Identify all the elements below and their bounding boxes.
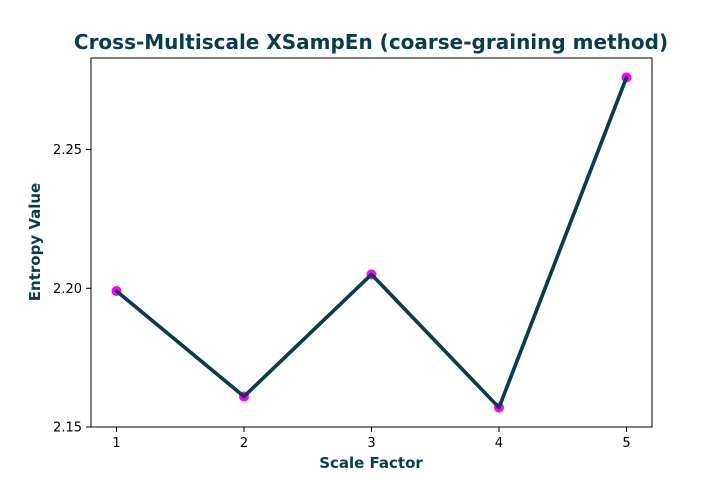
y-axis: 2.15 2.20 2.25 xyxy=(53,143,91,436)
x-axis: 1 2 3 4 5 xyxy=(112,427,631,451)
y-tick-label: 2.15 xyxy=(53,421,82,436)
series-group xyxy=(111,72,632,413)
x-tick-label: 5 xyxy=(622,436,630,451)
y-tick-label: 2.25 xyxy=(53,143,82,158)
x-tick-label: 3 xyxy=(367,436,375,451)
x-tick-label: 2 xyxy=(240,436,248,451)
x-tick-label: 1 xyxy=(112,436,120,451)
chart-title: Cross-Multiscale XSampEn (coarse-grainin… xyxy=(74,30,668,54)
y-axis-label: Entropy Value xyxy=(26,183,44,301)
plot-area xyxy=(90,57,653,428)
y-tick-label: 2.20 xyxy=(53,282,82,297)
series-line-overlay xyxy=(114,75,629,410)
x-tick-label: 4 xyxy=(495,436,503,451)
x-axis-label: Scale Factor xyxy=(319,454,423,472)
